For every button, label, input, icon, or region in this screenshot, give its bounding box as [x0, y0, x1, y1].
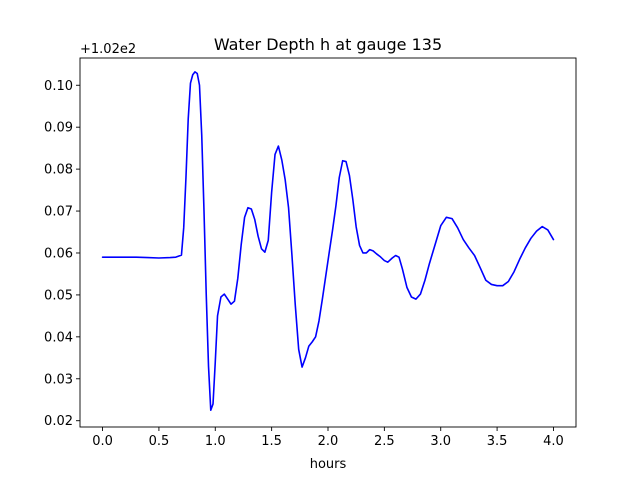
y-tick-label: 0.03	[44, 372, 73, 387]
x-tick-label: 0.0	[92, 434, 113, 449]
y-tick-label: 0.08	[44, 163, 73, 178]
x-tick-label: 1.5	[261, 434, 282, 449]
y-offset-label: +1.02e2	[80, 42, 136, 57]
axis-ticks: 0.0 0.5 1.0 1.5 2.0 2.5 3.0 3.5 4.0 0.02 0.03 0.04 0…	[44, 79, 564, 449]
y-tick-label: 0.02	[44, 414, 73, 429]
y-tick-label: 0.07	[44, 205, 73, 220]
x-axis-label: hours	[310, 457, 347, 472]
y-tick-label: 0.10	[44, 79, 73, 94]
x-tick-label: 2.5	[374, 434, 395, 449]
y-tick-label: 0.04	[44, 330, 73, 345]
y-tick-label: 0.06	[44, 246, 73, 261]
series-line-0	[101, 71, 555, 412]
x-tick-label: 2.0	[318, 434, 339, 449]
x-tick-label: 1.0	[205, 434, 226, 449]
x-tick-label: 3.5	[487, 434, 508, 449]
x-tick-label: 3.0	[430, 434, 451, 449]
x-tick-label: 0.5	[149, 434, 170, 449]
chart-title: Water Depth h at gauge 135	[214, 35, 442, 54]
y-tick-label: 0.09	[44, 121, 73, 136]
x-tick-label: 4.0	[543, 434, 564, 449]
y-tick-label: 0.05	[44, 288, 73, 303]
